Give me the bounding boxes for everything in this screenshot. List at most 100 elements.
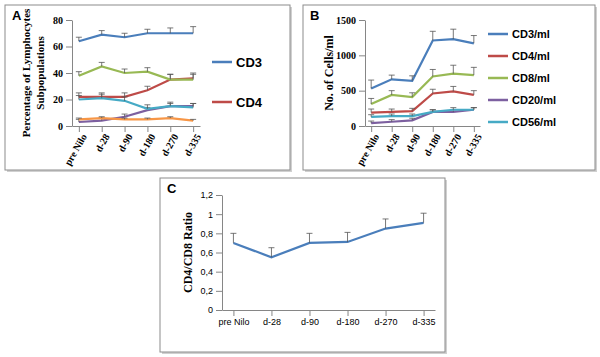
- x-axis: pre Nilod-28d-90d-180d-270d-335: [218, 310, 435, 327]
- legend: CD3/mlCD4/mlCD8/mlCD20/mlCD56/ml: [488, 28, 556, 128]
- series: [230, 213, 426, 257]
- legend-label: CD3/ml: [512, 28, 550, 40]
- x-tick-mark: [170, 126, 171, 132]
- error-bar: [409, 118, 415, 120]
- error-bar: [122, 69, 128, 73]
- y-axis-line: [222, 196, 223, 311]
- y-axis-line: [365, 21, 366, 127]
- legend: CD3CD4: [212, 55, 263, 110]
- y-axis: 00,20,40,60,811,2: [200, 190, 222, 315]
- error-bar: [99, 31, 105, 35]
- series: [368, 29, 477, 88]
- y-tick-mark: [216, 195, 222, 196]
- error-bar: [383, 219, 389, 229]
- y-tick: 80: [53, 15, 72, 26]
- x-tick-mark: [453, 126, 454, 132]
- error-bar: [430, 31, 436, 40]
- y-tick-label: 0: [351, 121, 356, 132]
- x-tick-label: d-180: [136, 132, 157, 158]
- y-tick: 1500: [336, 15, 365, 26]
- error-bar: [471, 36, 477, 44]
- error-bar: [167, 28, 173, 33]
- x-tick-label: pre Nilo: [354, 132, 381, 167]
- legend-item: CD3/ml: [488, 28, 550, 40]
- y-tick-mark: [359, 55, 365, 56]
- error-bar: [306, 233, 312, 243]
- x-tick: d-28: [93, 126, 112, 154]
- y-tick-mark: [216, 272, 222, 273]
- error-bar: [345, 232, 351, 242]
- series: [76, 94, 196, 109]
- error-bar: [122, 114, 128, 117]
- x-tick: d-270: [442, 126, 463, 158]
- error-bar: [99, 62, 105, 66]
- y-tick-mark: [359, 126, 365, 127]
- y-axis-title: Percentage of Lymphocytes: [20, 8, 32, 137]
- error-bar: [409, 114, 415, 116]
- y-tick-label: 60: [53, 41, 63, 52]
- x-tick: d-335: [182, 126, 203, 158]
- x-tick-mark: [412, 126, 413, 132]
- y-tick: 40: [53, 68, 72, 79]
- x-tick: d-28: [263, 310, 281, 327]
- series: [76, 73, 196, 97]
- x-tick-mark: [125, 126, 126, 132]
- error-bar: [144, 105, 150, 109]
- error-bar: [368, 109, 374, 113]
- x-tick: d-28: [383, 126, 402, 154]
- error-bar: [76, 118, 82, 119]
- y-tick: 0: [351, 121, 365, 132]
- y-axis-title: No. of Cells/ml: [322, 35, 336, 111]
- x-axis-line: [366, 126, 481, 127]
- panel: A020406080pre Nilod-28d-90d-180d-270d-33…: [5, 5, 292, 172]
- y-axis-title: CD4/CD8 Ratio: [181, 212, 195, 293]
- y-tick: 0,6: [200, 248, 222, 258]
- plot-marks: [76, 27, 196, 122]
- error-bar: [99, 117, 105, 118]
- series-line: [79, 98, 193, 109]
- y-tick: 1,2: [200, 190, 222, 200]
- series: [76, 117, 196, 121]
- x-tick-label: d-90: [116, 132, 135, 154]
- error-bar: [430, 69, 436, 76]
- error-bar: [368, 121, 374, 123]
- y-tick-mark: [216, 310, 222, 311]
- series-line: [79, 33, 193, 41]
- x-tick-mark: [424, 310, 425, 316]
- error-bar: [450, 108, 456, 110]
- series-line: [79, 66, 193, 79]
- plot-marks: [368, 29, 477, 123]
- error-bar: [190, 103, 196, 107]
- y-tick-mark: [66, 126, 72, 127]
- plot-marks: [230, 213, 426, 257]
- error-bar: [167, 117, 173, 118]
- x-tick-label: d-335: [462, 132, 483, 158]
- error-bar: [389, 75, 395, 79]
- legend-label: CD4: [236, 95, 263, 110]
- error-bar: [144, 118, 150, 119]
- x-tick-mark: [147, 126, 148, 132]
- y-tick-label: 1: [208, 210, 213, 220]
- legend-item: CD4/ml: [488, 50, 550, 62]
- y-tick: 0,2: [200, 286, 222, 296]
- x-tick: d-270: [375, 310, 398, 327]
- error-bar: [450, 86, 456, 91]
- series-line: [79, 118, 193, 121]
- legend-swatch: [488, 99, 508, 102]
- error-bar: [430, 110, 436, 112]
- x-tick-label: pre Nilo: [62, 132, 89, 167]
- y-tick-label: 0,8: [200, 229, 213, 239]
- x-axis: pre Nilod-28d-90d-180d-270d-335: [62, 126, 203, 167]
- error-bar: [430, 89, 436, 93]
- x-tick: d-270: [159, 126, 180, 158]
- error-bar: [368, 115, 374, 117]
- legend-swatch: [488, 121, 508, 124]
- error-bar: [167, 74, 173, 79]
- panel: C00,20,40,60,811,2pre Nilod-28d-90d-180d…: [160, 178, 447, 354]
- legend-item: CD20/ml: [488, 94, 556, 106]
- y-tick-mark: [359, 91, 365, 92]
- x-tick-label: d-180: [421, 132, 442, 158]
- y-tick: 1: [208, 210, 222, 220]
- error-bar: [76, 96, 82, 100]
- y-tick-mark: [216, 233, 222, 234]
